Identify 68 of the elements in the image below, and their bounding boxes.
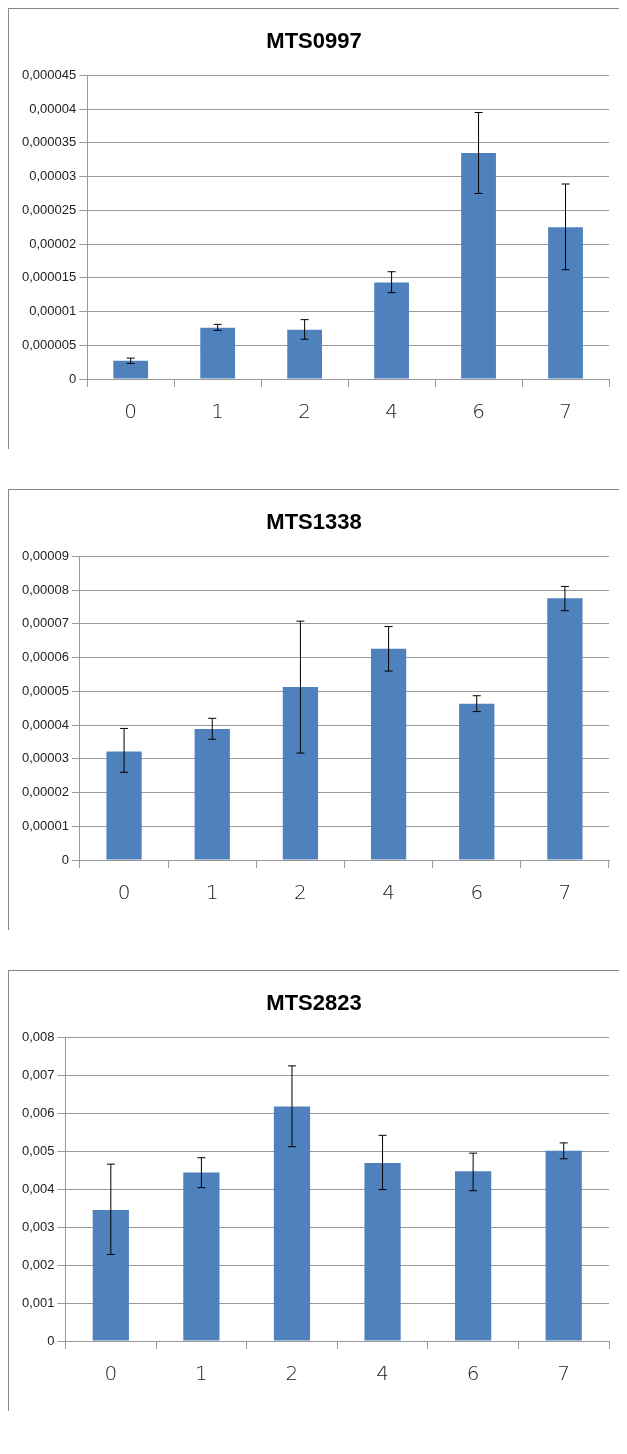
x-tick-label: 6	[470, 880, 484, 905]
y-tick-label: 0,000045	[21, 66, 77, 82]
x-tick-label: 7	[559, 399, 572, 424]
x-tick-label: 7	[558, 880, 572, 905]
y-tick-label: 0,008	[21, 1028, 55, 1044]
bar	[183, 1172, 220, 1341]
y-tick-label: 0	[68, 370, 77, 386]
y-tick-label: 0,003	[21, 1218, 55, 1234]
y-tick-label: 0,007	[21, 1066, 55, 1082]
y-tick-label: 0,00001	[29, 303, 77, 319]
y-tick-label: 0,000025	[21, 201, 77, 217]
x-tick-label: 6	[466, 1361, 480, 1386]
y-tick-label: 0,00008	[21, 581, 69, 597]
y-tick-label: 0,00003	[21, 750, 69, 766]
y-tick-label: 0,000015	[21, 269, 77, 285]
y-tick-label: 0,00003	[29, 168, 77, 184]
chart-title: MTS0997	[266, 28, 362, 54]
bar	[273, 1106, 311, 1341]
bar	[282, 686, 319, 860]
y-tick-label: 0,001	[21, 1294, 55, 1310]
x-tick-label: 1	[205, 880, 219, 905]
bar	[106, 751, 142, 860]
x-tick-label: 2	[285, 1361, 299, 1386]
x-tick-label: 4	[382, 880, 395, 905]
bar	[200, 327, 236, 379]
x-tick-label: 2	[294, 880, 307, 905]
bar	[194, 729, 230, 860]
x-tick-label: 0	[117, 880, 131, 905]
x-tick-label: 0	[124, 399, 138, 424]
y-tick-label: 0,00002	[21, 784, 69, 800]
bar	[92, 1210, 129, 1341]
bar	[547, 598, 583, 860]
x-tick-label: 4	[376, 1361, 389, 1386]
y-tick-label: 0,002	[21, 1256, 55, 1272]
y-tick-label: 0,000005	[21, 336, 77, 352]
x-tick-label: 6	[472, 399, 485, 424]
bar	[455, 1171, 492, 1341]
bar	[113, 360, 149, 379]
x-tick-label: 4	[385, 399, 398, 424]
chart-title: MTS1338	[266, 509, 362, 535]
y-tick-label: 0,00001	[21, 817, 69, 833]
x-tick-label: 0	[104, 1361, 118, 1386]
y-tick-label: 0,005	[21, 1142, 55, 1158]
bar	[287, 329, 323, 379]
chart-title: MTS2823	[266, 990, 362, 1016]
y-tick-label: 0,00006	[21, 649, 69, 665]
x-tick-label: 1	[211, 399, 225, 424]
y-tick-label: 0,000035	[21, 134, 77, 150]
y-tick-label: 0,00004	[21, 716, 69, 732]
bar	[370, 648, 407, 860]
bar	[374, 282, 409, 379]
y-tick-label: 0,00005	[21, 682, 69, 698]
y-tick-label: 0,004	[21, 1180, 55, 1196]
bar	[459, 703, 495, 860]
y-tick-label: 0,00007	[21, 615, 69, 631]
bar	[545, 1150, 582, 1341]
y-tick-label: 0	[47, 1332, 55, 1348]
bar	[461, 152, 496, 379]
bar	[364, 1163, 401, 1341]
y-tick-label: 0,00004	[29, 100, 77, 116]
y-tick-label: 0,00009	[21, 547, 69, 563]
x-tick-label: 2	[298, 399, 311, 424]
y-tick-label: 0,006	[21, 1104, 55, 1120]
x-tick-label: 7	[557, 1361, 571, 1386]
bar	[548, 227, 583, 379]
y-tick-label: 0	[61, 851, 69, 867]
y-tick-label: 0,00002	[29, 235, 77, 251]
x-tick-label: 1	[195, 1361, 208, 1386]
